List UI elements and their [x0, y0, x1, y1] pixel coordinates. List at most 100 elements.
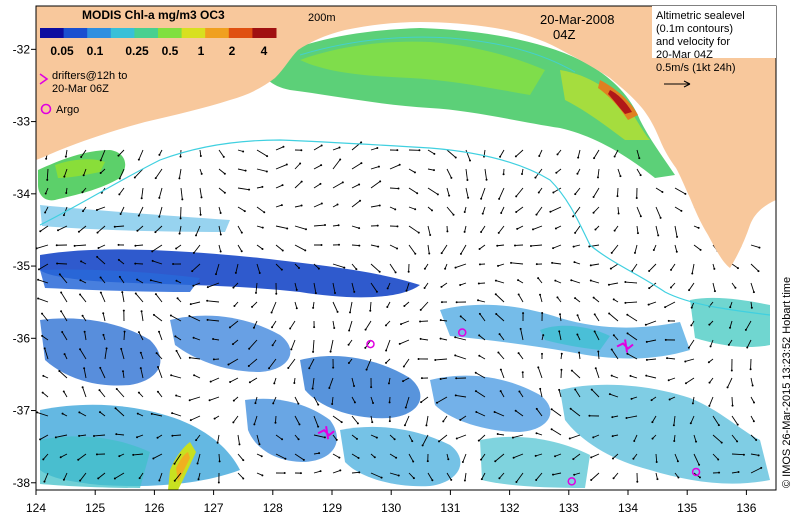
velocity-arrow — [539, 388, 543, 398]
velocity-arrow — [140, 367, 144, 379]
colorbar-tick-label: 0.5 — [162, 44, 179, 58]
velocity-arrow-head — [388, 401, 391, 404]
velocity-arrow-head — [189, 419, 192, 422]
velocity-arrow-head — [413, 171, 416, 174]
velocity-arrow-head — [136, 278, 139, 281]
velocity-arrow — [536, 408, 543, 417]
velocity-arrow-head — [152, 313, 155, 316]
velocity-arrow — [102, 313, 106, 322]
velocity-arrow — [138, 331, 144, 341]
velocity-arrow — [370, 415, 373, 423]
velocity-arrow — [462, 453, 467, 463]
velocity-arrow — [727, 377, 733, 388]
velocity-arrow — [427, 244, 430, 254]
velocity-arrow — [137, 225, 144, 232]
velocity-arrow-head — [158, 479, 161, 482]
velocity-arrow-head — [149, 279, 152, 282]
velocity-arrow — [351, 200, 361, 208]
velocity-arrow-head — [317, 403, 320, 406]
velocity-arrow-head — [334, 292, 337, 295]
velocity-arrow-head — [172, 263, 175, 266]
velocity-arrow-head — [115, 387, 118, 390]
velocity-arrow-head — [636, 480, 639, 483]
velocity-arrow-head — [297, 438, 300, 441]
velocity-arrow — [427, 149, 435, 155]
velocity-arrow — [668, 377, 676, 381]
velocity-arrow-head — [92, 434, 95, 437]
velocity-arrow — [593, 206, 600, 214]
velocity-arrow — [46, 168, 49, 180]
velocity-arrow-head — [455, 301, 458, 304]
velocity-arrow — [446, 187, 450, 196]
velocity-arrow-head — [216, 441, 219, 444]
velocity-arrow — [104, 348, 108, 360]
velocity-arrow — [464, 472, 467, 481]
velocity-arrow — [294, 244, 306, 251]
velocity-arrow — [370, 472, 382, 479]
velocity-arrow — [536, 206, 543, 215]
velocity-arrow — [673, 434, 676, 442]
velocity-arrow — [646, 339, 657, 343]
velocity-arrow — [275, 434, 283, 440]
velocity-arrow-head — [452, 213, 455, 216]
velocity-arrow-head — [44, 192, 47, 195]
velocity-arrow-head — [223, 191, 226, 194]
velocity-arrow-head — [80, 260, 83, 263]
velocity-arrow-head — [749, 368, 752, 371]
velocity-arrow — [633, 434, 638, 442]
velocity-arrow-head — [612, 298, 615, 301]
velocity-arrow — [655, 453, 658, 463]
velocity-arrow — [289, 320, 296, 329]
velocity-arrow — [74, 244, 87, 247]
velocity-arrow — [116, 433, 125, 436]
velocity-arrow-head — [514, 409, 517, 412]
velocity-arrow-head — [454, 156, 457, 159]
velocity-arrow — [135, 244, 144, 247]
velocity-arrow — [193, 374, 201, 379]
velocity-arrow — [518, 294, 524, 303]
velocity-arrow — [408, 187, 418, 194]
velocity-arrow-head — [81, 386, 84, 389]
drifter-track — [616, 339, 634, 353]
velocity-arrow — [351, 225, 360, 229]
velocity-arrow — [476, 411, 486, 417]
velocity-arrow — [332, 263, 345, 269]
velocity-arrow — [197, 453, 201, 464]
velocity-arrow-head — [675, 250, 678, 253]
colorbar-tick-label: 2 — [229, 44, 236, 58]
velocity-arrow-head — [290, 348, 293, 351]
velocity-arrow — [712, 453, 719, 460]
velocity-arrow-head — [695, 440, 698, 443]
argo-float-marker — [366, 339, 375, 349]
velocity-arrow — [370, 396, 374, 404]
velocity-arrow — [217, 434, 220, 443]
velocity-arrow-head — [555, 171, 558, 174]
velocity-arrow-head — [742, 453, 745, 456]
velocity-arrow — [631, 263, 638, 272]
velocity-arrow-head — [61, 331, 64, 334]
velocity-arrow — [427, 225, 431, 236]
velocity-arrow — [405, 396, 410, 408]
velocity-arrow — [78, 225, 87, 233]
velocity-arrow — [685, 377, 695, 384]
velocity-arrow-head — [519, 327, 522, 330]
velocity-arrow — [673, 415, 676, 426]
velocity-arrow-head — [97, 247, 100, 250]
velocity-arrow-head — [154, 231, 157, 234]
velocity-arrow — [436, 396, 448, 404]
velocity-arrow-head — [404, 406, 407, 409]
velocity-arrow-head — [46, 178, 49, 181]
velocity-arrow-head — [592, 195, 595, 198]
velocity-arrow — [558, 331, 562, 341]
velocity-arrow-head — [136, 229, 139, 232]
velocity-arrow-head — [102, 333, 105, 336]
velocity-arrow-head — [41, 334, 44, 337]
velocity-arrow-head — [39, 438, 42, 441]
velocity-arrow — [574, 389, 581, 398]
velocity-arrow-head — [417, 231, 420, 234]
velocity-arrow — [627, 332, 638, 341]
velocity-arrow-head — [60, 291, 63, 294]
velocity-arrow-head — [539, 293, 542, 296]
velocity-arrow — [275, 146, 284, 151]
velocity-arrow — [611, 375, 619, 379]
